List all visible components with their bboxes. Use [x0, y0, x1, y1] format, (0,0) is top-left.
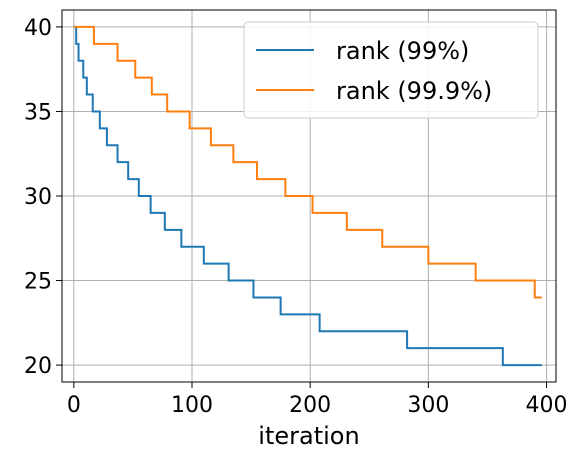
series-lines [73, 25, 542, 367]
legend-box [243, 21, 539, 119]
x-tick-label: 200 [289, 393, 331, 418]
series-line-2 [73, 25, 542, 299]
x-tick-label: 400 [526, 393, 568, 418]
series-line-1 [73, 25, 542, 367]
y-tick-label: 25 [24, 270, 52, 295]
y-tick-label: 20 [24, 354, 52, 379]
y-tick-label: 30 [24, 185, 52, 210]
legend: rank (99%) rank (99.9%) [243, 21, 539, 119]
axis-ticks: 0 100 200 300 400 20 25 30 35 40 [24, 16, 568, 418]
x-tick-label: 300 [407, 393, 449, 418]
y-tick-label: 40 [24, 16, 52, 41]
x-tick-label: 100 [171, 393, 213, 418]
y-tick-label: 35 [24, 100, 52, 125]
x-axis-label: iteration [258, 422, 359, 450]
x-tick-label: 0 [67, 393, 81, 418]
legend-label-2: rank (99.9%) [336, 77, 492, 105]
legend-label-1: rank (99%) [336, 37, 469, 65]
